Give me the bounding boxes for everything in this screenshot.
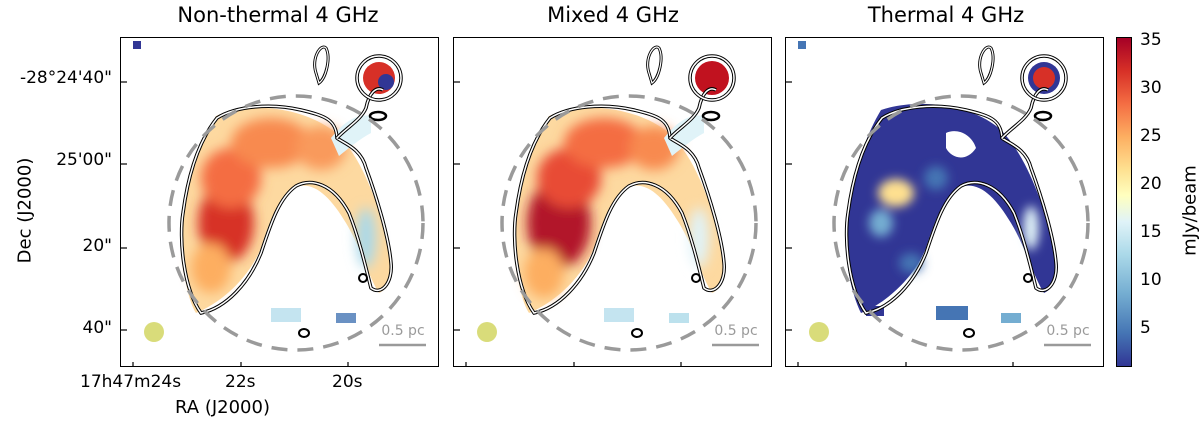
colorbar-tick-25: 25 bbox=[1140, 126, 1162, 146]
compact-source bbox=[695, 61, 729, 95]
panel-title-mixed: Mixed 4 GHz bbox=[547, 3, 679, 27]
scale-bar-label: 0.5 pc bbox=[714, 323, 757, 339]
panel-mixed: 0.5 pc bbox=[453, 37, 772, 367]
colorbar-tick-5: 5 bbox=[1140, 318, 1151, 338]
aperture-circle bbox=[832, 94, 1090, 352]
ra-tick-2: 22s bbox=[225, 372, 256, 392]
colorbar-label: mJy/beam bbox=[1179, 165, 1200, 256]
panel-thermal: 0.5 pc bbox=[785, 37, 1104, 367]
nonthermal-emission bbox=[133, 41, 393, 323]
panel-title-nonthermal: Non-thermal 4 GHz bbox=[177, 3, 379, 27]
panel-nonthermal: 0.5 pc bbox=[120, 37, 439, 367]
colorbar-tick-15: 15 bbox=[1140, 222, 1162, 242]
beam-ellipse bbox=[809, 322, 829, 342]
colorbar-tick-35: 35 bbox=[1140, 30, 1162, 50]
colorbar bbox=[1116, 37, 1132, 367]
aperture-circle bbox=[500, 94, 758, 352]
x-axis-label: RA (J2000) bbox=[175, 397, 270, 418]
scale-bar-label: 0.5 pc bbox=[1046, 323, 1089, 339]
compact-source bbox=[363, 62, 395, 94]
nonthermal-map: 0.5 pc bbox=[121, 41, 426, 366]
ra-tick-3: 20s bbox=[332, 372, 363, 392]
thermal-map: 0.5 pc bbox=[786, 41, 1091, 366]
colorbar-tick-10: 10 bbox=[1140, 270, 1162, 290]
compact-source bbox=[1028, 62, 1060, 94]
dec-tick-2: 25'00" bbox=[56, 150, 112, 170]
aperture-circle bbox=[167, 94, 425, 352]
mixed-emission bbox=[515, 107, 726, 323]
mixed-map: 0.5 pc bbox=[454, 45, 759, 366]
ra-tick-1: 17h47m24s bbox=[80, 372, 182, 392]
dec-tick-4: 40" bbox=[82, 318, 112, 338]
dec-tick-1: -28°24'40" bbox=[19, 68, 112, 88]
thermal-emission bbox=[798, 41, 1058, 323]
panel-title-thermal: Thermal 4 GHz bbox=[867, 3, 1025, 27]
beam-ellipse bbox=[477, 322, 497, 342]
dec-tick-3: 20" bbox=[82, 236, 112, 256]
colorbar-tick-20: 20 bbox=[1140, 174, 1162, 194]
scale-bar-label: 0.5 pc bbox=[381, 323, 424, 339]
beam-ellipse bbox=[144, 322, 164, 342]
colorbar-tick-30: 30 bbox=[1140, 78, 1162, 98]
